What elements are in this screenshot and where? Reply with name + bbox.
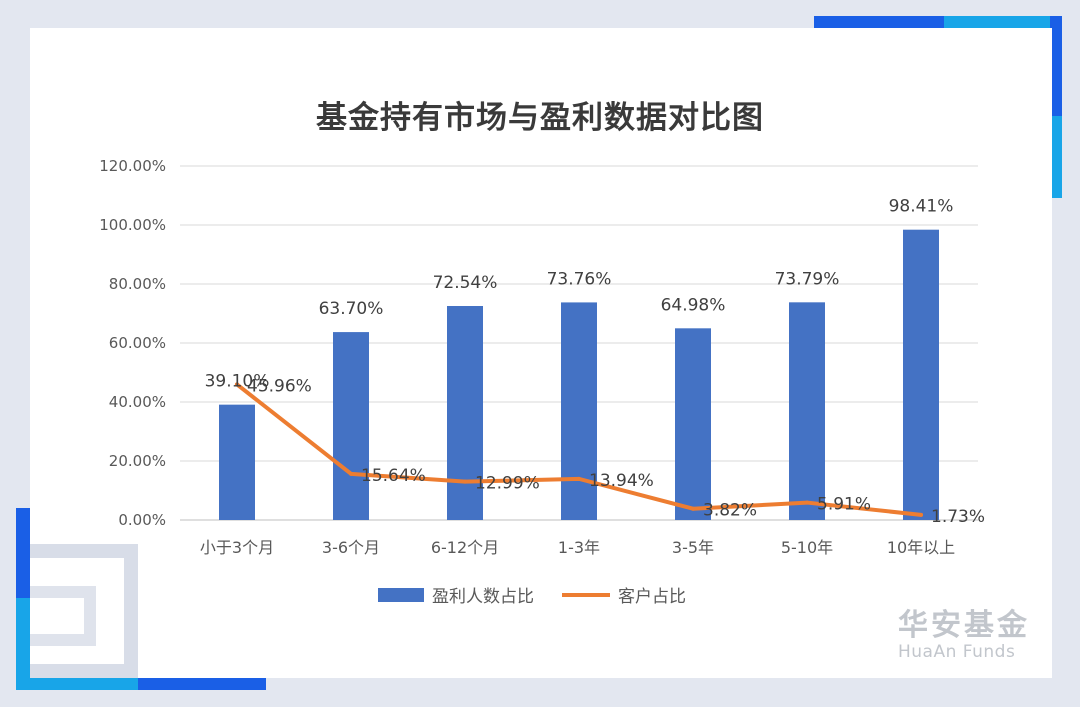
x-tick-label: 1-3年 [558,538,600,557]
line-value-label: 3.82% [703,501,757,521]
decor-square-outer [30,544,138,678]
chart-card [30,28,1052,678]
line-value-label: 5.91% [817,495,871,515]
line-point [919,512,923,517]
line-value-label: 45.96% [247,376,312,396]
line-point [577,476,581,481]
x-tick-label: 10年以上 [887,538,955,557]
bar-value-label: 39.10% [205,372,270,392]
bar-value-label: 63.70% [319,299,384,319]
legend-label-line: 客户占比 [618,587,686,607]
x-tick-label: 6-12个月 [431,538,499,557]
right-accent-bar-dark [1050,16,1062,116]
y-tick-label: 40.00% [109,393,166,411]
bar-value-label: 73.76% [547,269,612,289]
line-value-label: 12.99% [475,474,540,494]
bar-value-label: 64.98% [661,295,726,315]
right-accent-bar-light [1050,116,1062,198]
y-tick-label: 60.00% [109,334,166,352]
line-point [691,506,695,511]
bar-value-label: 98.41% [889,197,954,217]
line-value-label: 15.64% [361,466,426,486]
legend: 盈利人数占比 客户占比 [378,587,686,607]
bar [789,302,825,520]
y-tick-label: 100.00% [99,216,166,234]
x-axis-ticks: 小于3个月 3-6个月 6-12个月 1-3年 3-5年 5-10年 10年以上 [200,538,955,557]
line-point [463,479,467,484]
x-tick-label: 小于3个月 [200,538,274,557]
line-point [805,500,809,505]
y-tick-label: 120.00% [99,157,166,175]
y-tick-label: 20.00% [109,452,166,470]
top-right-accent-bar-light [944,16,1062,28]
logo-chinese: 华安基金 [898,608,1030,643]
huaan-logo: 华安基金 HuaAn Funds [898,608,1030,663]
y-tick-label: 80.00% [109,275,166,293]
bottom-accent-bar-dark [138,678,266,690]
line-series [235,382,923,517]
chart-title: 基金持有市场与盈利数据对比图 [316,100,764,136]
bar-value-label: 72.54% [433,273,498,293]
x-tick-label: 3-6个月 [322,538,380,557]
bar-series [219,229,939,521]
legend-swatch-bar [378,588,424,602]
bottom-accent-bar-light [16,678,138,690]
bar [333,332,369,520]
top-right-accent-bar-dark [814,16,944,28]
line-value-label: 13.94% [589,471,654,491]
x-tick-label: 5-10年 [781,538,833,557]
bar-value-label: 73.79% [775,269,840,289]
bar [447,306,483,520]
data-labels: 39.10% 63.70% 72.54% 73.76% 64.98% 73.79% 98.4… [205,197,985,527]
left-accent-bar-light [16,598,30,690]
bar [903,229,939,521]
logo-english: HuaAn Funds [898,642,1016,662]
x-tick-label: 3-5年 [672,538,714,557]
y-axis-ticks: 0.00% 20.00% 40.00% 60.00% 80.00% 100.00% 120.… [99,157,166,529]
decor-square-inner [30,586,96,646]
bar [675,328,711,520]
bar [219,404,255,520]
line-point [349,471,353,476]
line-value-label: 1.73% [931,507,985,527]
line-point [235,382,239,387]
legend-label-bar: 盈利人数占比 [432,587,534,607]
y-tick-label: 0.00% [118,511,166,529]
left-accent-bar-dark [16,508,30,598]
